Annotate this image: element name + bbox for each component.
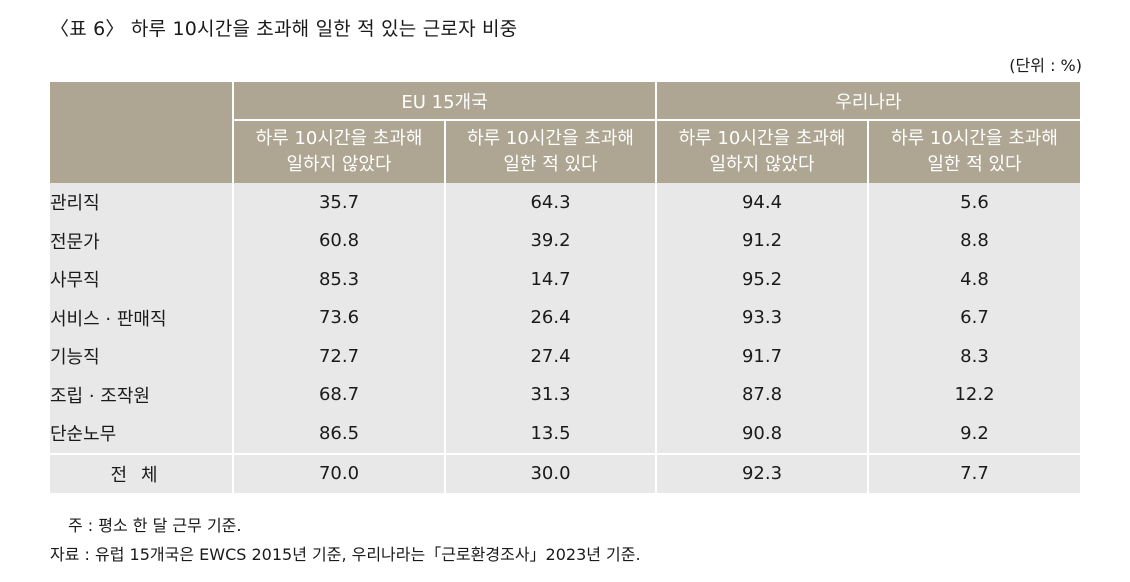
row-label: 조립 · 조작원 [50,375,233,414]
sub-header-line: 하루 10시간을 초과해 [467,128,634,149]
table-row: 서비스 · 판매직 73.6 26.4 93.3 6.7 [50,298,1080,337]
data-table: EU 15개국 우리나라 하루 10시간을 초과해 일하지 않았다 하루 10시… [50,82,1080,493]
table-row: 단순노무 86.5 13.5 90.8 9.2 [50,414,1080,454]
value-cell: 8.3 [867,337,1080,376]
value-cell: 68.7 [232,375,445,414]
row-label: 기능직 [50,337,233,376]
row-label: 단순노무 [50,414,233,454]
table-row: 전문가 60.8 39.2 91.2 8.8 [50,221,1080,260]
value-cell: 60.8 [232,221,445,260]
total-row: 전체 70.0 30.0 92.3 7.7 [50,452,1080,493]
sub-header-korea-worked: 하루 10시간을 초과해 일한 적 있다 [867,120,1080,183]
footnote: 주 : 평소 한 달 근무 기준. [68,516,242,535]
value-cell: 93.3 [655,298,868,337]
table-row: 조립 · 조작원 68.7 31.3 87.8 12.2 [50,375,1080,414]
value-cell: 9.2 [867,414,1080,454]
sub-header-line: 일하지 않았다 [709,154,815,175]
table-row: 기능직 72.7 27.4 91.7 8.3 [50,337,1080,376]
value-cell: 4.8 [867,260,1080,299]
table-title: 〈표 6〉 하루 10시간을 초과해 일한 적 있는 근로자 비중 [50,18,518,40]
source-note: 자료 : 유럽 15개국은 EWCS 2015년 기준, 우리나라는「근로환경조… [50,545,641,564]
total-label: 전체 [50,452,233,493]
unit-label: (단위 : %) [1009,56,1082,75]
value-cell: 72.7 [232,337,445,376]
value-cell: 5.6 [867,183,1080,222]
total-value-cell: 7.7 [867,452,1080,493]
value-cell: 6.7 [867,298,1080,337]
value-cell: 39.2 [444,221,656,260]
sub-header-line: 하루 10시간을 초과해 [891,128,1058,149]
row-label: 서비스 · 판매직 [50,298,233,337]
value-cell: 12.2 [867,375,1080,414]
value-cell: 85.3 [232,260,445,299]
sub-header-line: 하루 10시간을 초과해 [678,128,846,149]
sub-header-line: 일한 적 있다 [503,154,598,175]
value-cell: 8.8 [867,221,1080,260]
sub-header-eu-worked: 하루 10시간을 초과해 일한 적 있다 [444,120,656,183]
table-row: 관리직 35.7 64.3 94.4 5.6 [50,183,1080,222]
value-cell: 91.2 [655,221,868,260]
sub-header-line: 일하지 않았다 [286,154,392,175]
value-cell: 64.3 [444,183,656,222]
total-value-cell: 30.0 [444,452,656,493]
value-cell: 26.4 [444,298,656,337]
value-cell: 94.4 [655,183,868,222]
sub-header-line: 하루 10시간을 초과해 [255,128,423,149]
value-cell: 91.7 [655,337,868,376]
row-label: 전문가 [50,221,233,260]
total-label-text: 전체 [110,464,172,486]
group-header-korea: 우리나라 [655,82,1080,121]
value-cell: 95.2 [655,260,868,299]
value-cell: 14.7 [444,260,656,299]
total-value-cell: 70.0 [232,452,445,493]
row-label: 관리직 [50,183,233,222]
sub-header-line: 일한 적 있다 [927,154,1022,175]
table-row: 사무직 85.3 14.7 95.2 4.8 [50,260,1080,299]
value-cell: 86.5 [232,414,445,454]
value-cell: 27.4 [444,337,656,376]
value-cell: 31.3 [444,375,656,414]
corner-header-cell [50,82,233,183]
sub-header-eu-not-worked: 하루 10시간을 초과해 일하지 않았다 [232,120,445,183]
value-cell: 87.8 [655,375,868,414]
value-cell: 73.6 [232,298,445,337]
total-value-cell: 92.3 [655,452,868,493]
sub-header-korea-not-worked: 하루 10시간을 초과해 일하지 않았다 [655,120,868,183]
value-cell: 90.8 [655,414,868,454]
value-cell: 13.5 [444,414,656,454]
row-label: 사무직 [50,260,233,299]
group-header-eu: EU 15개국 [232,82,656,121]
value-cell: 35.7 [232,183,445,222]
